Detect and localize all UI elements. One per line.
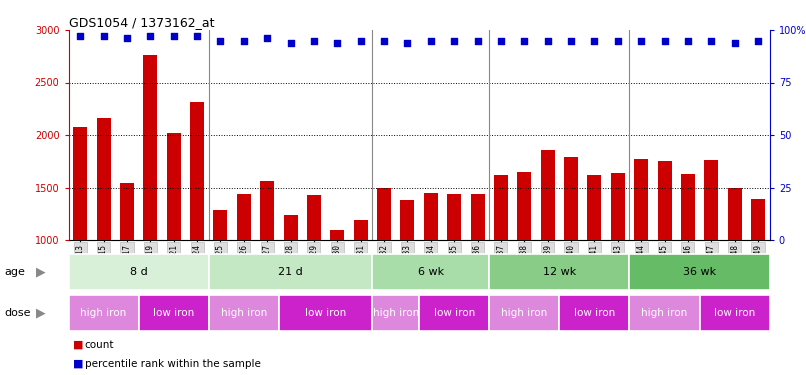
Bar: [73, 127, 87, 240]
Text: 6 wk: 6 wk: [418, 267, 444, 277]
Bar: [143, 55, 157, 240]
Text: 12 wk: 12 wk: [542, 267, 576, 277]
Text: ▶: ▶: [36, 307, 46, 320]
Bar: [471, 194, 484, 240]
Point: [190, 33, 203, 39]
Bar: [629, 254, 770, 290]
Point: [168, 33, 181, 39]
Point: [97, 33, 110, 39]
Bar: [419, 295, 489, 331]
Bar: [704, 160, 718, 240]
Bar: [97, 118, 110, 240]
Point: [635, 38, 648, 44]
Point: [542, 38, 555, 44]
Text: high iron: high iron: [642, 308, 688, 318]
Point: [377, 38, 391, 44]
Point: [448, 38, 461, 44]
Point: [518, 38, 531, 44]
Bar: [611, 173, 625, 240]
Bar: [494, 175, 508, 240]
Bar: [372, 295, 419, 331]
Bar: [700, 295, 770, 331]
Text: ■: ■: [73, 359, 83, 369]
Text: high iron: high iron: [501, 308, 547, 318]
Bar: [517, 172, 531, 240]
Point: [682, 38, 695, 44]
Point: [612, 38, 625, 44]
Point: [331, 40, 344, 46]
Point: [564, 38, 577, 44]
Point: [658, 38, 671, 44]
Bar: [377, 188, 391, 240]
Text: 8 d: 8 d: [130, 267, 147, 277]
Bar: [588, 175, 601, 240]
Point: [144, 33, 157, 39]
Bar: [190, 102, 204, 240]
Bar: [447, 194, 461, 240]
Bar: [260, 181, 274, 240]
Point: [424, 38, 437, 44]
Point: [355, 38, 368, 44]
Bar: [354, 220, 368, 240]
Bar: [401, 200, 414, 240]
Bar: [489, 254, 629, 290]
Bar: [681, 174, 695, 240]
Bar: [69, 295, 139, 331]
Bar: [139, 295, 209, 331]
Bar: [167, 133, 181, 240]
Bar: [372, 254, 489, 290]
Point: [401, 40, 414, 46]
Bar: [209, 295, 279, 331]
Text: high iron: high iron: [372, 308, 419, 318]
Bar: [629, 295, 700, 331]
Point: [308, 38, 321, 44]
Bar: [237, 194, 251, 240]
Bar: [728, 188, 742, 240]
Point: [588, 38, 601, 44]
Text: low iron: low iron: [434, 308, 475, 318]
Text: 36 wk: 36 wk: [683, 267, 717, 277]
Point: [752, 38, 765, 44]
Text: age: age: [4, 267, 25, 277]
Text: GDS1054 / 1373162_at: GDS1054 / 1373162_at: [69, 16, 214, 29]
Bar: [751, 199, 765, 240]
Text: high iron: high iron: [221, 308, 267, 318]
Point: [74, 33, 87, 39]
Point: [495, 38, 508, 44]
Point: [704, 38, 718, 44]
Bar: [634, 159, 648, 240]
Text: ▶: ▶: [36, 266, 46, 278]
Text: low iron: low iron: [153, 308, 194, 318]
Bar: [424, 193, 438, 240]
Bar: [564, 157, 578, 240]
Point: [261, 35, 274, 41]
Text: dose: dose: [4, 308, 31, 318]
Bar: [209, 254, 372, 290]
Text: low iron: low iron: [574, 308, 615, 318]
Text: 21 d: 21 d: [278, 267, 303, 277]
Bar: [330, 230, 344, 240]
Text: low iron: low iron: [305, 308, 347, 318]
Bar: [307, 195, 321, 240]
Bar: [658, 161, 671, 240]
Point: [471, 38, 484, 44]
Bar: [214, 210, 227, 240]
Bar: [69, 254, 209, 290]
Bar: [279, 295, 372, 331]
Text: percentile rank within the sample: percentile rank within the sample: [85, 359, 260, 369]
Point: [121, 35, 134, 41]
Point: [214, 38, 227, 44]
Point: [238, 38, 251, 44]
Bar: [284, 215, 297, 240]
Point: [284, 40, 297, 46]
Text: ■: ■: [73, 340, 83, 350]
Point: [729, 40, 742, 46]
Bar: [489, 295, 559, 331]
Text: low iron: low iron: [714, 308, 755, 318]
Bar: [541, 150, 555, 240]
Text: count: count: [85, 340, 114, 350]
Text: high iron: high iron: [81, 308, 127, 318]
Bar: [120, 183, 134, 240]
Bar: [559, 295, 629, 331]
